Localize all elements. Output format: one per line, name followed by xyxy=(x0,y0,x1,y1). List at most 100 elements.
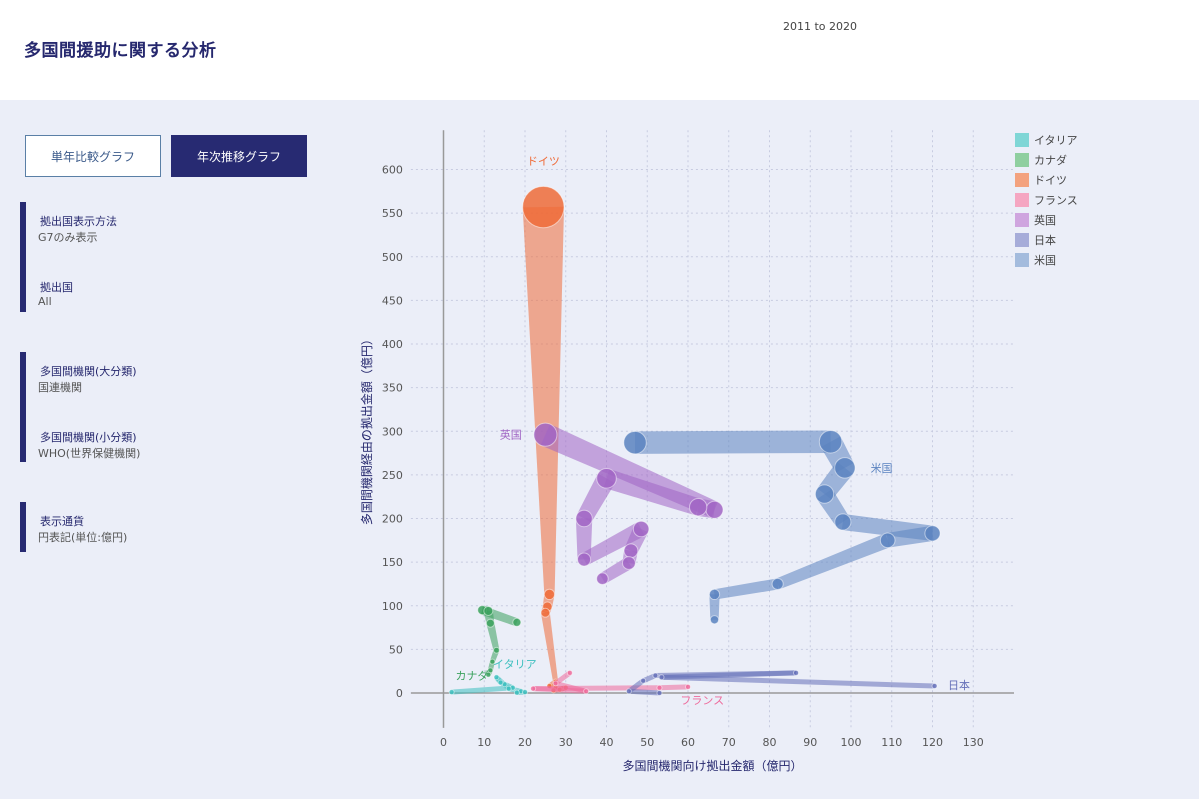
country-value[interactable]: All xyxy=(38,295,52,308)
trail-segment xyxy=(548,683,557,691)
trail-segment xyxy=(817,461,853,500)
series-annotation: 米国 xyxy=(871,462,893,475)
data-point xyxy=(542,601,553,612)
data-point xyxy=(656,690,663,696)
trail-segment xyxy=(490,649,500,663)
data-point xyxy=(505,685,512,692)
data-point xyxy=(640,677,647,684)
trail-segment xyxy=(516,689,526,696)
data-point xyxy=(708,588,721,601)
trail-segment xyxy=(540,424,718,518)
series-annotation: 英国 xyxy=(500,428,522,442)
country-label: 拠出国 xyxy=(40,281,73,294)
yearly-trend-chart-button[interactable]: 年次推移グラフ xyxy=(171,135,307,177)
header-bar: 多国間援助に関する分析 2011 to 2020 xyxy=(0,0,1199,100)
year-range: 2011 to 2020 xyxy=(783,20,858,33)
data-point xyxy=(487,667,494,674)
data-point xyxy=(575,509,593,528)
data-point xyxy=(577,552,592,567)
series-フランス xyxy=(530,669,691,695)
series-annotation: イタリア xyxy=(493,658,537,671)
x-tick-label: 70 xyxy=(722,736,736,749)
series-米国 xyxy=(623,429,941,625)
trail-segment xyxy=(554,670,572,686)
trail-segment xyxy=(533,685,660,692)
x-tick-label: 30 xyxy=(559,736,573,749)
data-point xyxy=(652,672,659,679)
display-method-value[interactable]: G7のみ表示 xyxy=(38,231,98,244)
y-tick-label: 200 xyxy=(382,513,403,526)
data-point xyxy=(814,484,835,504)
data-point xyxy=(493,646,500,654)
filter-group-currency: 表示通貨 円表記(単位:億円) xyxy=(20,502,127,552)
data-point xyxy=(792,669,799,676)
data-point xyxy=(625,688,632,695)
data-point xyxy=(685,683,691,690)
data-point xyxy=(513,689,520,696)
trail-segment xyxy=(480,605,519,627)
trail-segment xyxy=(655,670,797,679)
y-tick-label: 400 xyxy=(382,338,403,351)
org-major-value[interactable]: 国連機関 xyxy=(38,381,82,394)
data-point xyxy=(656,684,663,691)
data-point xyxy=(834,457,856,479)
trail-segment xyxy=(628,688,660,696)
data-point xyxy=(517,688,524,695)
data-point xyxy=(623,543,639,559)
y-tick-label: 150 xyxy=(382,556,403,569)
org-minor-value[interactable]: WHO(世界保健機関) xyxy=(38,447,141,460)
trail-segment xyxy=(696,498,716,519)
page-title: 多国間援助に関する分析 xyxy=(24,41,217,61)
trail-segment xyxy=(494,675,511,691)
series-英国 xyxy=(533,422,724,585)
y-tick-label: 550 xyxy=(382,207,403,220)
data-point xyxy=(497,679,504,686)
legend-label: フランス xyxy=(1034,194,1078,207)
series-イタリア xyxy=(448,674,528,696)
trail-segment xyxy=(533,686,587,694)
data-point xyxy=(483,605,494,616)
data-point xyxy=(596,572,609,585)
data-point xyxy=(566,669,573,676)
trail-segment xyxy=(554,685,561,692)
legend-label: ドイツ xyxy=(1034,174,1067,187)
x-tick-label: 110 xyxy=(881,736,902,749)
data-point xyxy=(562,684,569,691)
x-tick-label: 40 xyxy=(600,736,614,749)
trail-segment xyxy=(580,522,645,566)
data-point xyxy=(493,674,500,681)
data-point xyxy=(501,681,508,688)
legend-swatch xyxy=(1015,173,1029,187)
trail-segment xyxy=(599,557,633,584)
single-year-chart-button[interactable]: 単年比較グラフ xyxy=(25,135,161,177)
legend-swatch xyxy=(1015,133,1029,147)
x-tick-label: 10 xyxy=(477,736,491,749)
data-point xyxy=(931,683,938,690)
org-minor-label: 多国間機関(小分類) xyxy=(40,431,137,444)
data-point xyxy=(658,674,665,681)
data-point xyxy=(448,689,455,696)
x-tick-label: 100 xyxy=(841,736,862,749)
y-tick-label: 450 xyxy=(382,294,403,307)
x-tick-label: 20 xyxy=(518,736,532,749)
data-point xyxy=(705,500,724,519)
x-tick-label: 130 xyxy=(963,736,984,749)
data-point xyxy=(522,689,528,696)
legend-swatch xyxy=(1015,253,1029,267)
data-point xyxy=(533,422,558,447)
series-annotation: フランス xyxy=(680,694,724,707)
trail-segment xyxy=(494,675,503,685)
trail-segment xyxy=(661,674,935,689)
grid-lines xyxy=(410,130,1014,728)
org-major-label: 多国間機関(大分類) xyxy=(40,365,137,378)
trail-segment xyxy=(624,525,649,554)
currency-label: 表示通貨 xyxy=(40,515,84,528)
filter-group-organization: 多国間機関(大分類) 国連機関 多国間機関(小分類) WHO(世界保健機関) xyxy=(20,352,140,462)
currency-value[interactable]: 円表記(単位:億円) xyxy=(38,531,128,544)
trail-segment xyxy=(775,533,891,590)
data-point xyxy=(522,185,565,229)
legend-label: 米国 xyxy=(1034,254,1056,267)
trail-segment xyxy=(542,593,555,608)
data-point xyxy=(596,468,617,489)
